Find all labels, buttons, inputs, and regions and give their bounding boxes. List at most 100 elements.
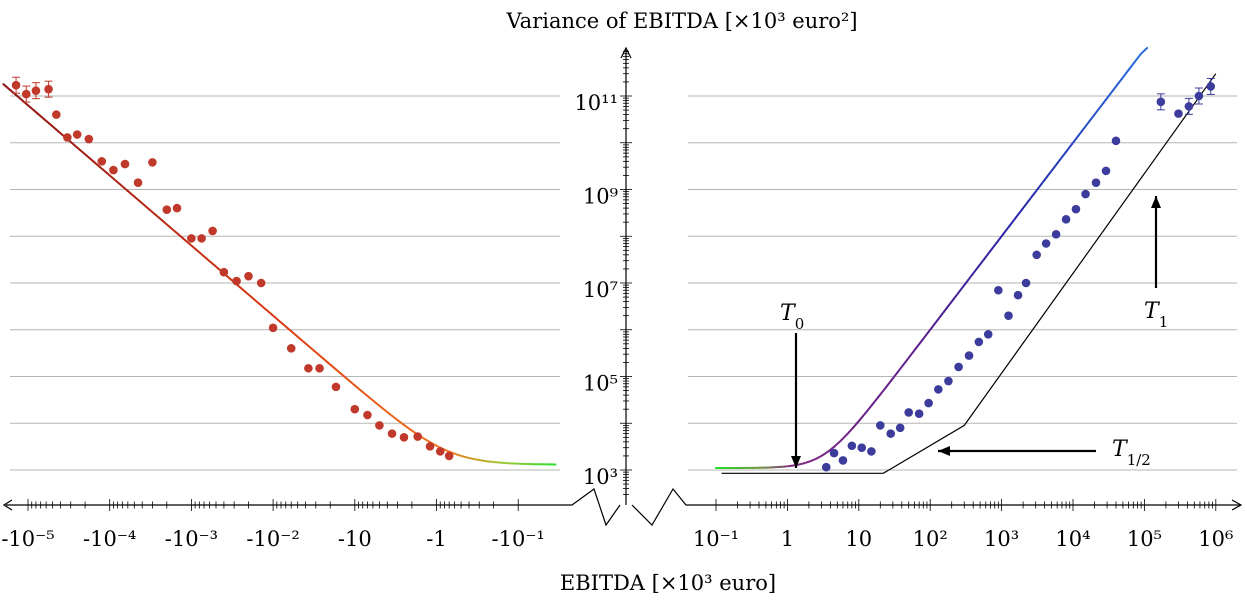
fit-curve-right-segment — [827, 445, 836, 453]
y-tick-label: 10⁹ — [583, 185, 618, 209]
x-tick-label: 10⁵ — [1127, 527, 1162, 551]
fit-curve-left-segment — [147, 207, 157, 216]
fit-curve-left-segment — [161, 219, 171, 228]
fit-curve-left-segment — [299, 337, 309, 346]
data-point-positive — [974, 337, 984, 347]
fit-curve-left-segment — [43, 118, 53, 127]
y-tick-label: 10⁵ — [583, 372, 618, 396]
fit-curve-right-segment — [889, 371, 899, 382]
data-point-positive — [1081, 189, 1090, 199]
data-point-negative — [375, 421, 384, 430]
fit-curve-right-segment — [1071, 134, 1080, 145]
label-t0: T0 — [780, 301, 804, 333]
fit-curve-left-segment — [2, 83, 12, 92]
data-point-negative — [21, 89, 31, 99]
data-point-positive — [1156, 97, 1166, 107]
fit-curve-right-segment — [896, 363, 905, 374]
fit-curve-left-segment — [119, 183, 129, 192]
data-point-negative — [72, 130, 82, 139]
data-point-positive — [847, 441, 857, 451]
fit-curve-right-segment — [983, 249, 992, 260]
fit-curve-left-segment — [195, 249, 205, 257]
data-point-positive — [1091, 178, 1101, 187]
fit-curve-left-segment — [85, 154, 95, 163]
data-point-positive — [1174, 109, 1183, 118]
data-point-positive — [821, 462, 831, 472]
data-point-negative — [148, 158, 157, 167]
data-point-positive — [829, 448, 839, 458]
fit-curve-left-segment — [126, 189, 136, 198]
fit-curve-left-segment — [50, 124, 60, 133]
data-point-positive — [904, 408, 914, 417]
data-point-positive — [1013, 290, 1023, 300]
fit-curve-right-segment — [1139, 47, 1149, 55]
data-point-positive — [944, 376, 953, 386]
data-point-negative — [435, 447, 445, 456]
fit-curve-left-segment — [457, 454, 467, 459]
fit-curve-right-segment — [1033, 183, 1042, 195]
fit-curve-left-segment — [133, 195, 143, 204]
fit-curve-right-segment — [864, 403, 874, 414]
data-point-positive — [934, 385, 943, 394]
data-point-positive — [886, 429, 896, 438]
fit-curve-right-segment — [1089, 110, 1099, 121]
fit-curve-right-segment — [946, 298, 955, 309]
arrow-t-half-head — [938, 446, 950, 456]
fit-curve-left-segment — [264, 308, 274, 317]
fit-curve-left-segment — [188, 243, 198, 252]
fit-curve-right-segment — [1046, 167, 1055, 178]
data-point-positive — [1032, 250, 1041, 260]
x-tick-label: -10⁻³ — [165, 527, 218, 551]
fit-curve-left-segment — [312, 349, 322, 358]
grid-lines — [10, 95, 1237, 471]
data-point-positive — [994, 285, 1003, 295]
fit-curve-right-segment — [902, 355, 911, 366]
fit-curve-right-segment — [1077, 126, 1086, 137]
fit-curve-right-segment — [1121, 69, 1130, 80]
x-tick-label: -10⁻¹ — [492, 527, 545, 551]
data-point-negative — [84, 134, 94, 144]
data-point-positive — [1194, 91, 1204, 101]
fit-curve-right-segment — [1014, 208, 1024, 219]
fit-curve-left-segment — [16, 95, 26, 103]
data-point-negative — [350, 404, 360, 414]
fit-curves — [2, 47, 1217, 474]
fit-curve-left-segment — [340, 373, 350, 382]
fit-curve-left-segment — [381, 407, 391, 416]
fit-curve-left-segment — [92, 160, 102, 169]
fit-curve-right-segment — [1127, 61, 1136, 72]
fit-curve-left-segment — [347, 379, 357, 387]
fit-curve-left-segment — [23, 100, 33, 109]
fit-curve-right-segment — [783, 464, 792, 468]
fit-curve-right-segment — [1102, 93, 1111, 105]
fit-curve-left-segment — [154, 213, 164, 222]
fit-curve-left-segment — [140, 201, 150, 210]
x-tick-label: -10⁻⁵ — [1, 527, 54, 551]
fit-curve-right-segment — [914, 339, 924, 350]
x-tick-label: -10 — [338, 527, 372, 551]
fit-curve-left-segment — [319, 355, 329, 364]
fit-curve-left-segment — [492, 461, 502, 464]
data-point-negative — [109, 165, 118, 175]
fit-curve-left-segment — [112, 177, 122, 186]
data-point-negative — [31, 86, 41, 95]
x-axis-title: EBITDA [×10³ euro] — [560, 571, 776, 595]
data-point-negative — [52, 110, 61, 119]
fit-curve-right-segment — [971, 265, 980, 276]
x-tick-label: 10⁻¹ — [693, 527, 739, 551]
data-point-positive — [924, 398, 933, 408]
data-point-negative — [97, 157, 107, 166]
fit-curve-left-segment — [30, 106, 39, 115]
data-point-negative — [425, 442, 435, 451]
fit-curve-left-segment — [292, 331, 302, 340]
data-point-positive — [1101, 166, 1111, 176]
fit-curve-left-segment — [485, 460, 495, 464]
fit-curve-left-segment — [333, 367, 343, 376]
data-point-positive — [1071, 204, 1081, 214]
fit-curve-left-segment — [257, 302, 267, 311]
fit-curve-left-segment — [99, 166, 108, 175]
data-point-negative — [268, 323, 278, 333]
reference-line — [721, 73, 1217, 474]
data-point-negative — [363, 410, 372, 420]
